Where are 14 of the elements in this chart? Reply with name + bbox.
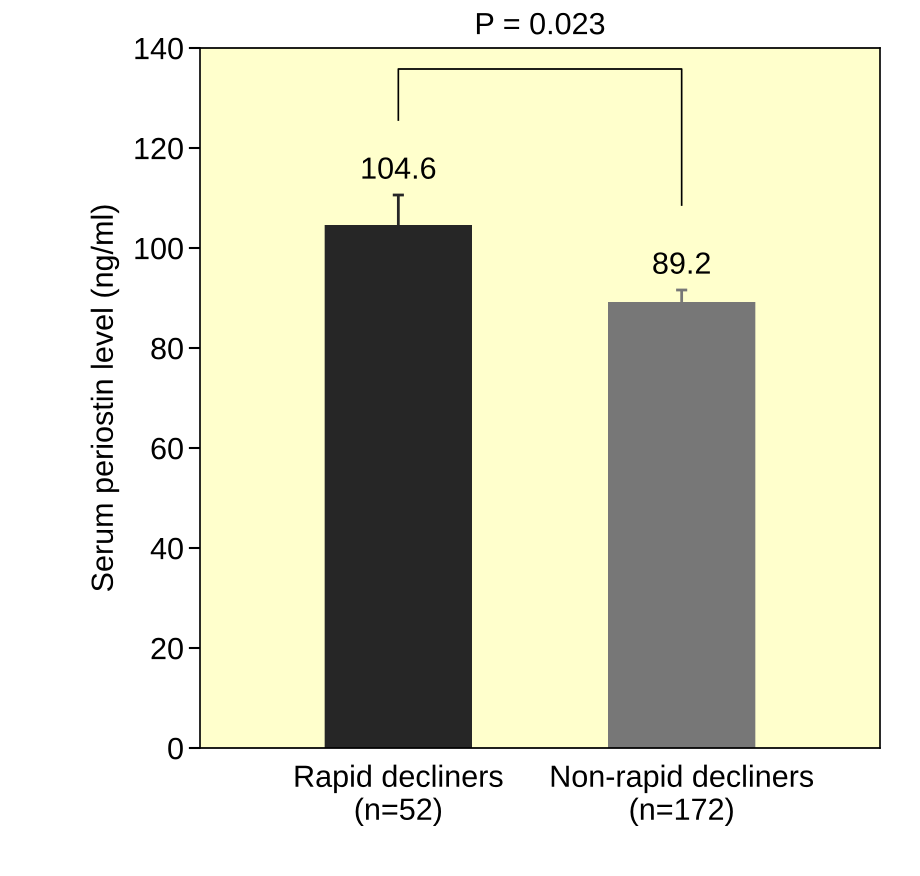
data-label: 104.6 (362, 157, 436, 179)
y-axis-title: Serum periostin level (ng/ml) (90, 205, 120, 592)
data-label: 89.2 (653, 252, 710, 274)
y-tick-label: 140 (135, 38, 183, 60)
y-tick-label: 100 (135, 238, 183, 260)
y-tick-label: 60 (152, 438, 183, 460)
y-tick-label: 0 (168, 738, 183, 760)
y-tick-label: 80 (151, 338, 183, 360)
x-tick-label: Non-rapid decliners (n=172) (552, 764, 814, 826)
x-tick-label: Rapid decliners (n=52) (296, 764, 503, 826)
y-tick-label: 120 (135, 138, 183, 160)
y-tick-label: 20 (152, 638, 183, 660)
y-tick-label: 40 (150, 538, 183, 560)
text: P = 0.023 (476, 12, 604, 34)
